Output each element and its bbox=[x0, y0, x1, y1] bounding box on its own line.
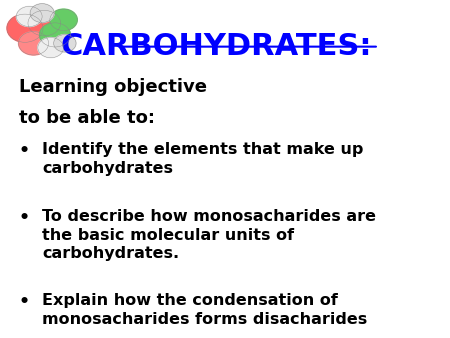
Circle shape bbox=[18, 31, 49, 55]
Text: CARBOHYDRATES:: CARBOHYDRATES: bbox=[60, 31, 372, 61]
Circle shape bbox=[40, 23, 71, 47]
Text: •: • bbox=[18, 293, 30, 311]
Text: Identify the elements that make up
carbohydrates: Identify the elements that make up carbo… bbox=[42, 142, 364, 176]
Text: •: • bbox=[18, 209, 30, 227]
Circle shape bbox=[50, 9, 77, 30]
Text: Learning objective: Learning objective bbox=[18, 78, 207, 96]
Circle shape bbox=[7, 14, 43, 42]
Circle shape bbox=[54, 34, 76, 52]
Text: •: • bbox=[18, 142, 30, 160]
Text: to be able to:: to be able to: bbox=[18, 108, 154, 127]
Text: To describe how monosacharides are
the basic molecular units of
carbohydrates.: To describe how monosacharides are the b… bbox=[42, 209, 376, 261]
Circle shape bbox=[30, 4, 54, 23]
Text: Explain how the condensation of
monosacharides forms disacharides: Explain how the condensation of monosach… bbox=[42, 293, 367, 327]
Circle shape bbox=[16, 6, 42, 26]
Circle shape bbox=[38, 38, 63, 58]
Circle shape bbox=[28, 10, 61, 36]
